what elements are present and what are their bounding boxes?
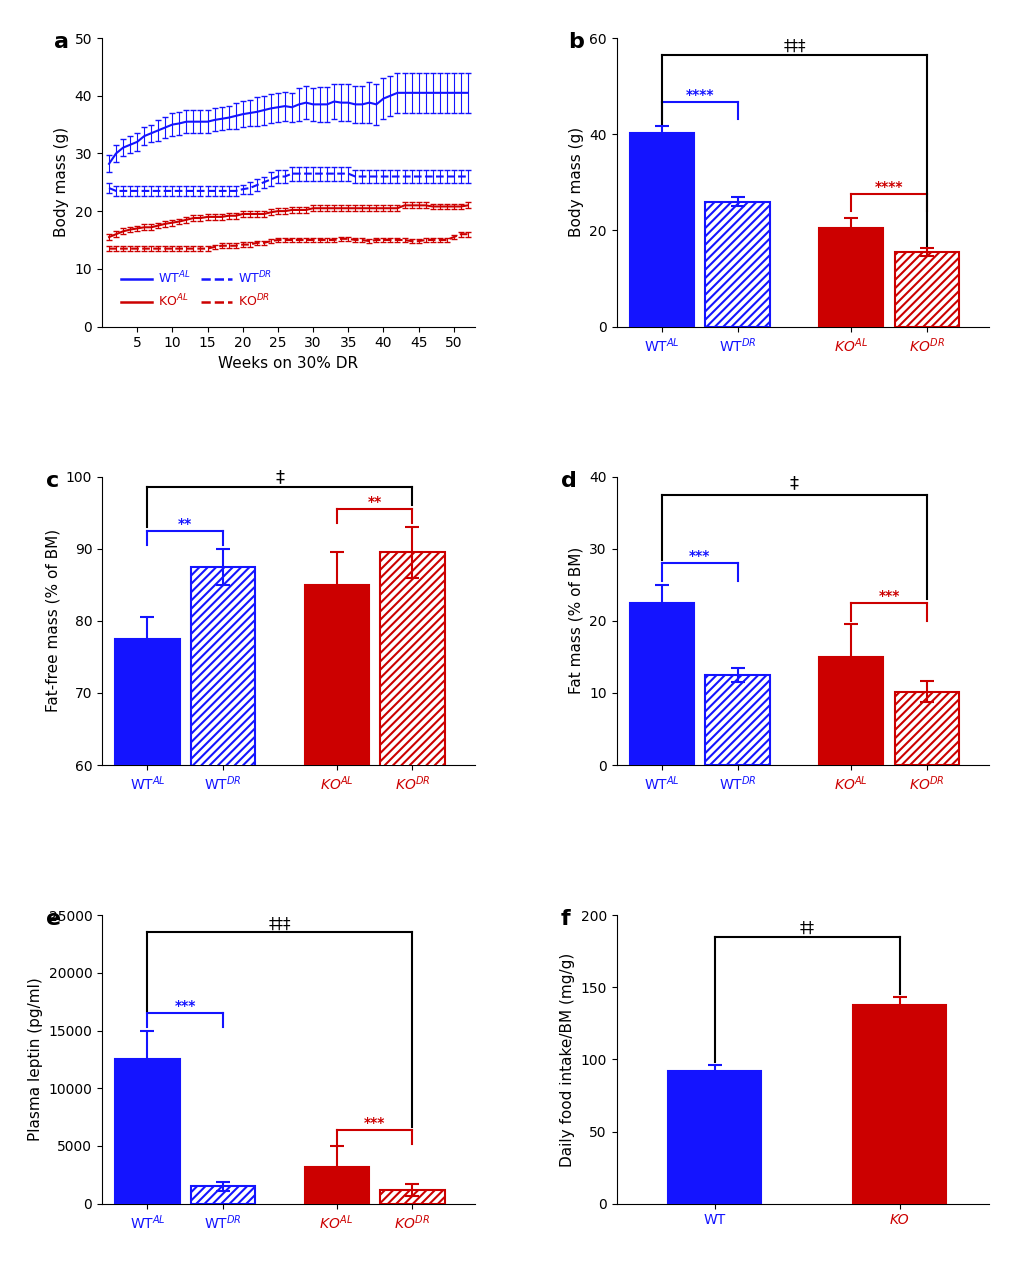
Text: ‡: ‡ <box>789 474 798 493</box>
Bar <box>894 252 958 327</box>
Text: d: d <box>560 471 576 490</box>
Y-axis label: Plasma leptin (pg/ml): Plasma leptin (pg/ml) <box>28 978 43 1142</box>
Bar <box>853 1005 945 1204</box>
Text: a: a <box>53 32 68 52</box>
Text: ***: *** <box>877 589 899 603</box>
Bar <box>818 228 882 327</box>
Text: ***: *** <box>689 549 710 563</box>
Text: e: e <box>46 910 61 930</box>
Bar <box>191 566 255 1197</box>
Bar <box>705 201 769 327</box>
Bar <box>629 133 694 327</box>
Text: b: b <box>568 32 583 52</box>
Bar <box>667 1071 760 1204</box>
Bar <box>305 1167 369 1204</box>
Text: c: c <box>46 471 59 490</box>
Y-axis label: Fat-free mass (% of BM): Fat-free mass (% of BM) <box>45 530 60 712</box>
Legend: WT$^{AL}$, KO$^{AL}$, WT$^{DR}$, KO$^{DR}$: WT$^{AL}$, KO$^{AL}$, WT$^{DR}$, KO$^{DR… <box>115 265 277 314</box>
Text: ***: *** <box>364 1116 385 1130</box>
Text: ****: **** <box>685 87 713 101</box>
Y-axis label: Fat mass (% of BM): Fat mass (% of BM) <box>568 547 583 694</box>
Y-axis label: Body mass (g): Body mass (g) <box>568 127 583 237</box>
Bar <box>894 692 958 765</box>
Bar <box>191 1186 255 1204</box>
Text: f: f <box>560 910 570 930</box>
Bar <box>380 552 444 1197</box>
Y-axis label: Body mass (g): Body mass (g) <box>54 127 69 237</box>
Text: ‡‡‡: ‡‡‡ <box>268 916 290 931</box>
Bar <box>115 1059 179 1204</box>
Text: ‡‡: ‡‡ <box>799 920 814 935</box>
Text: ***: *** <box>174 1000 196 1014</box>
Bar <box>629 603 694 765</box>
Text: **: ** <box>367 495 381 509</box>
Bar <box>380 1190 444 1204</box>
Text: ‡‡‡: ‡‡‡ <box>783 38 805 53</box>
Text: ‡: ‡ <box>275 468 284 487</box>
Bar <box>305 585 369 1197</box>
Bar <box>818 656 882 765</box>
Text: **: ** <box>178 517 193 531</box>
Y-axis label: Daily food intake/BM (mg/g): Daily food intake/BM (mg/g) <box>559 953 575 1167</box>
Text: ****: **** <box>874 180 903 194</box>
Bar <box>705 675 769 765</box>
X-axis label: Weeks on 30% DR: Weeks on 30% DR <box>218 356 358 371</box>
Bar <box>115 639 179 1197</box>
